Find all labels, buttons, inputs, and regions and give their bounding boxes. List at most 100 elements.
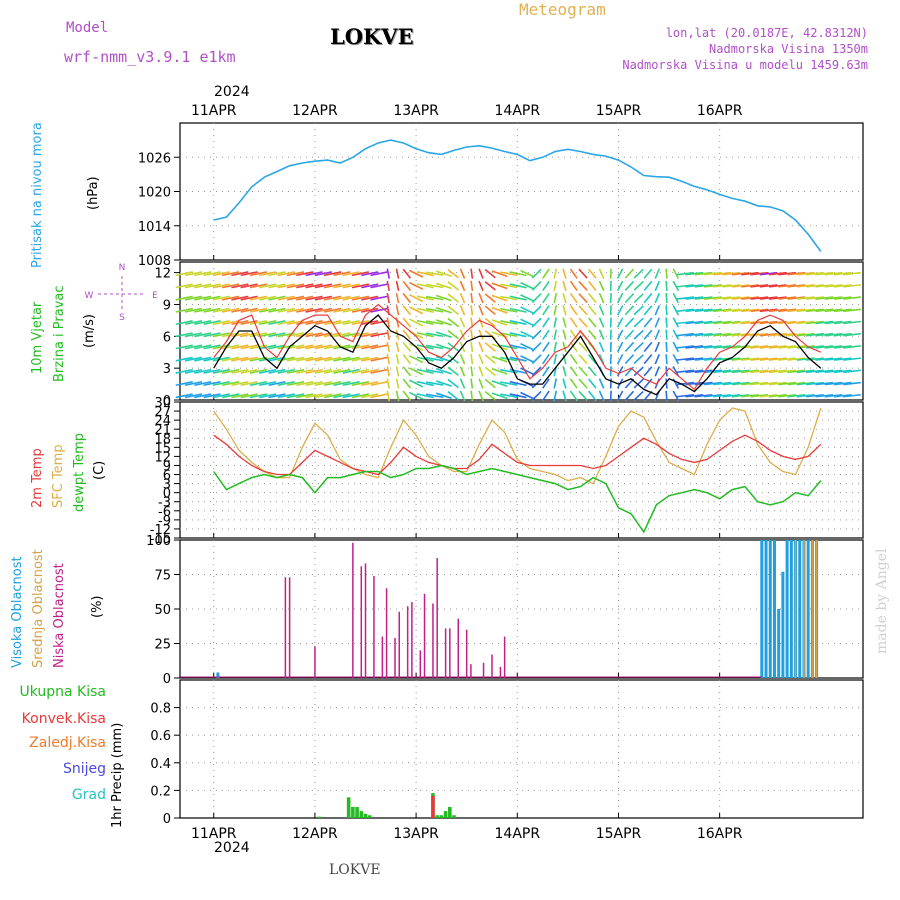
wind-barb <box>259 307 277 313</box>
wind-barb <box>342 368 360 374</box>
wind-barb <box>824 357 843 361</box>
wind-barb <box>478 341 484 353</box>
wind-barb <box>654 341 661 353</box>
wind-barb <box>520 355 535 364</box>
wind-barb <box>402 354 412 365</box>
chart-name: Meteogram <box>519 0 606 19</box>
wind-barb <box>531 317 542 328</box>
wind-barb <box>296 393 314 399</box>
wind-barb <box>184 356 203 362</box>
wind-barb <box>484 317 496 328</box>
wind-barb <box>435 392 452 400</box>
wind-barb <box>824 308 843 313</box>
wind-barb <box>203 283 221 289</box>
wind-barb <box>672 292 680 304</box>
wind-barb <box>833 296 852 300</box>
xtick-label-top: 12APR <box>292 103 338 119</box>
wind-barb <box>722 271 741 276</box>
wind-barb <box>425 393 444 399</box>
wind-barb <box>231 356 249 362</box>
wind-barb <box>750 369 769 374</box>
wind-barb <box>240 307 258 313</box>
wind-barb <box>212 393 230 399</box>
wind-barb <box>713 320 732 325</box>
wind-barb <box>231 332 249 338</box>
wind-barb <box>643 305 653 316</box>
wind-barb <box>731 381 750 386</box>
wind-barb <box>324 307 342 313</box>
wind-barb <box>685 320 704 325</box>
wind-barb <box>409 355 424 364</box>
wind-barb <box>277 307 295 313</box>
wind-barb <box>824 381 843 386</box>
wind-barb <box>578 317 588 328</box>
wind-barb <box>342 283 360 289</box>
wind-barb <box>796 320 815 325</box>
wind-barb <box>672 353 680 365</box>
wind-barb <box>694 296 713 300</box>
wind-barb <box>598 378 605 389</box>
wind-barb <box>447 305 459 315</box>
wind-barb <box>277 356 295 362</box>
ytick-label-wind: 9 <box>163 298 171 313</box>
wind-barb <box>314 307 332 313</box>
wind-barb <box>286 356 305 362</box>
wind-barb <box>833 381 852 386</box>
precip-bar-0 <box>355 806 359 818</box>
cloud-bar-2 <box>432 603 434 678</box>
wind-barb <box>509 380 527 387</box>
wind-barb <box>395 268 400 279</box>
ytick-label-cloud: 50 <box>154 603 171 618</box>
cloud-bar-2 <box>314 646 316 678</box>
wind-barb <box>588 293 597 304</box>
cloud-bar-2 <box>288 577 291 678</box>
wind-barb <box>203 271 221 277</box>
wind-barb <box>616 390 624 401</box>
wind-barb <box>333 271 351 277</box>
ytick-label-cloud: 100 <box>146 534 171 549</box>
wind-barb <box>324 283 342 289</box>
ytick-label-pressure: 1026 <box>138 151 171 166</box>
wind-barb <box>676 357 694 361</box>
precip-bar-1 <box>431 795 435 818</box>
cloud-bar-2 <box>385 588 388 678</box>
wind-barb <box>796 357 815 361</box>
wind-barb <box>562 292 567 304</box>
wind-barb <box>787 308 806 313</box>
wind-barb <box>542 280 550 292</box>
wind-barb <box>459 366 466 377</box>
wind-barb <box>569 378 578 389</box>
wind-barb <box>425 369 444 374</box>
compass-letter-E: E <box>152 291 158 301</box>
compass-letter-N: N <box>119 263 126 273</box>
wind-barb <box>342 320 360 326</box>
wind-barb <box>542 305 550 316</box>
wind-barb <box>833 357 852 361</box>
wind-barb <box>531 268 542 279</box>
wind-barb <box>624 378 635 389</box>
wind-barb <box>787 393 806 398</box>
wind-barb <box>624 390 635 401</box>
wind-barb <box>578 305 588 316</box>
wind-barb <box>633 268 644 279</box>
wind-barb <box>731 284 750 288</box>
cloud-bar-2 <box>491 654 493 678</box>
wind-barb <box>459 317 466 328</box>
wind-barb <box>459 390 466 401</box>
wind-barb <box>553 305 558 316</box>
wind-barb <box>778 296 797 300</box>
wind-barb <box>824 320 843 325</box>
wind-barb <box>633 390 644 401</box>
wind-barb <box>435 282 452 290</box>
wind-barb <box>194 393 212 399</box>
wind-barb <box>478 390 484 401</box>
wind-barb <box>231 368 249 374</box>
wind-barb <box>694 345 713 349</box>
wind-barb <box>491 306 508 314</box>
wind-barb <box>824 284 843 288</box>
wind-barb <box>470 390 474 401</box>
wind-barb <box>351 368 370 374</box>
wind-barb <box>370 271 388 277</box>
wind-barb <box>750 393 769 398</box>
wind-barb <box>616 329 624 340</box>
